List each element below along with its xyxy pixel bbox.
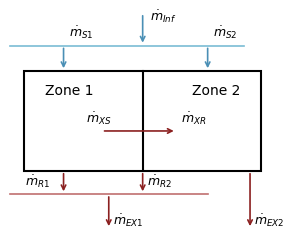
Text: $\dot{m}_{EX2}$: $\dot{m}_{EX2}$ [254, 212, 285, 229]
Text: $\dot{m}_{S1}$: $\dot{m}_{S1}$ [69, 24, 94, 41]
Text: Zone 2: Zone 2 [192, 84, 240, 98]
Text: $\dot{m}_{XS}$: $\dot{m}_{XS}$ [86, 110, 112, 126]
Text: $\dot{m}_{R1}$: $\dot{m}_{R1}$ [25, 173, 51, 190]
Text: $\dot{m}_{EX1}$: $\dot{m}_{EX1}$ [113, 212, 144, 229]
Text: $\dot{m}_{S2}$: $\dot{m}_{S2}$ [213, 24, 238, 41]
Text: Zone 1: Zone 1 [45, 84, 93, 98]
Text: $\dot{m}_{Inf}$: $\dot{m}_{Inf}$ [150, 8, 176, 25]
Text: $\dot{m}_{XR}$: $\dot{m}_{XR}$ [181, 110, 206, 126]
FancyBboxPatch shape [24, 71, 261, 171]
Text: $\dot{m}_{R2}$: $\dot{m}_{R2}$ [147, 173, 172, 190]
